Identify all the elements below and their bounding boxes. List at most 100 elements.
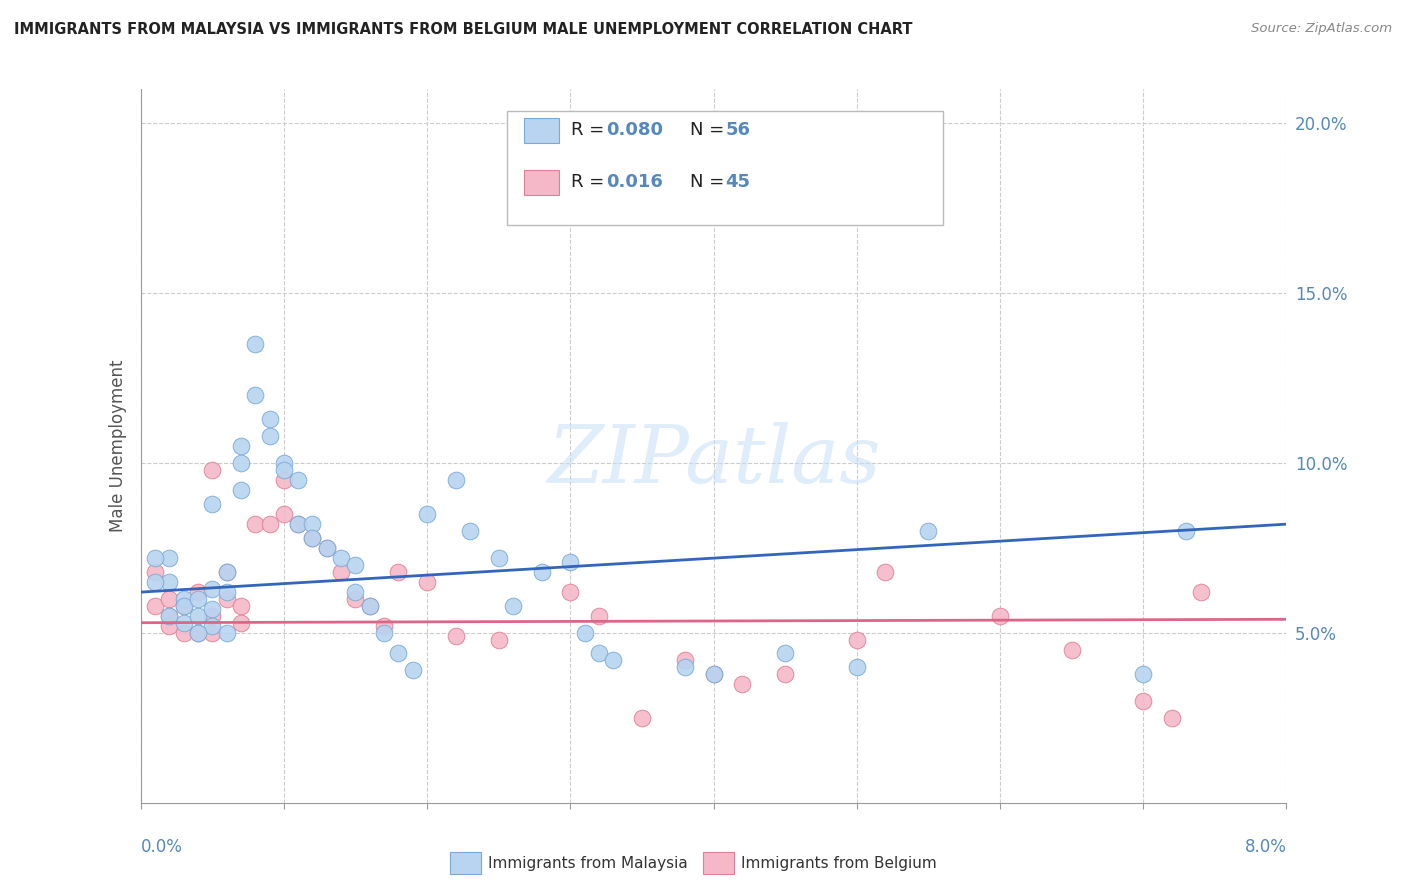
Point xyxy=(1175,524,1198,538)
Point xyxy=(488,551,510,566)
Point xyxy=(330,551,353,566)
Point xyxy=(344,558,367,572)
Text: N =: N = xyxy=(690,121,730,139)
Point xyxy=(458,524,481,538)
Point xyxy=(373,626,395,640)
Point xyxy=(1160,711,1182,725)
Point xyxy=(187,585,209,599)
Text: R =: R = xyxy=(571,173,610,191)
Point xyxy=(301,517,323,532)
Point xyxy=(988,608,1011,623)
Point xyxy=(273,507,295,521)
Point xyxy=(530,565,553,579)
Text: IMMIGRANTS FROM MALAYSIA VS IMMIGRANTS FROM BELGIUM MALE UNEMPLOYMENT CORRELATIO: IMMIGRANTS FROM MALAYSIA VS IMMIGRANTS F… xyxy=(14,22,912,37)
Point xyxy=(315,541,337,555)
Point xyxy=(387,565,409,579)
Text: 8.0%: 8.0% xyxy=(1244,838,1286,856)
Point xyxy=(1132,666,1154,681)
Point xyxy=(157,608,180,623)
Point xyxy=(143,574,166,589)
Point xyxy=(344,585,367,599)
Point xyxy=(416,574,439,589)
Point xyxy=(143,551,166,566)
Point xyxy=(157,619,180,633)
Point xyxy=(287,517,309,532)
Point xyxy=(201,619,224,633)
Point xyxy=(560,585,582,599)
Point xyxy=(201,497,224,511)
Point xyxy=(215,591,238,606)
Point xyxy=(245,517,267,532)
Point xyxy=(359,599,381,613)
Point xyxy=(875,565,897,579)
Point xyxy=(845,660,868,674)
Point xyxy=(602,653,624,667)
Point xyxy=(259,517,281,532)
Text: 0.016: 0.016 xyxy=(606,173,662,191)
Point xyxy=(173,599,195,613)
Point xyxy=(187,626,209,640)
Point xyxy=(673,660,696,674)
Point xyxy=(1132,694,1154,708)
Point xyxy=(229,456,252,470)
Text: 56: 56 xyxy=(725,121,751,139)
Text: N =: N = xyxy=(690,173,730,191)
Point xyxy=(631,711,654,725)
Text: 0.080: 0.080 xyxy=(606,121,662,139)
Point xyxy=(273,456,295,470)
Text: Immigrants from Belgium: Immigrants from Belgium xyxy=(741,856,936,871)
Point xyxy=(187,626,209,640)
Point xyxy=(215,565,238,579)
Point xyxy=(344,591,367,606)
Point xyxy=(229,615,252,630)
Point xyxy=(215,565,238,579)
Point xyxy=(201,582,224,596)
Point xyxy=(359,599,381,613)
Point xyxy=(416,507,439,521)
Text: R =: R = xyxy=(571,121,610,139)
Point xyxy=(444,629,467,643)
Point xyxy=(560,555,582,569)
Point xyxy=(402,663,425,677)
Point xyxy=(315,541,337,555)
Point xyxy=(229,483,252,498)
Point xyxy=(173,626,195,640)
Point xyxy=(488,632,510,647)
Point xyxy=(301,531,323,545)
Point xyxy=(773,646,796,660)
Point xyxy=(187,591,209,606)
Point xyxy=(201,602,224,616)
Point xyxy=(502,599,524,613)
Point xyxy=(731,677,754,691)
Point xyxy=(287,473,309,487)
Text: 45: 45 xyxy=(725,173,751,191)
Point xyxy=(229,439,252,453)
Point xyxy=(201,626,224,640)
Point xyxy=(245,337,267,351)
Point xyxy=(157,608,180,623)
Point xyxy=(173,615,195,630)
Text: ZIPatlas: ZIPatlas xyxy=(547,422,880,499)
Text: Immigrants from Malaysia: Immigrants from Malaysia xyxy=(488,856,688,871)
Point xyxy=(229,599,252,613)
Point xyxy=(574,626,596,640)
Point xyxy=(588,608,610,623)
Point xyxy=(157,574,180,589)
Point xyxy=(330,565,353,579)
Point xyxy=(173,599,195,613)
Point xyxy=(702,666,725,681)
Point xyxy=(259,429,281,443)
Point xyxy=(702,666,725,681)
Point xyxy=(301,531,323,545)
Point xyxy=(287,517,309,532)
Point xyxy=(215,626,238,640)
Point xyxy=(215,585,238,599)
Point xyxy=(273,463,295,477)
Point xyxy=(143,565,166,579)
Point xyxy=(187,608,209,623)
Point xyxy=(373,619,395,633)
Point xyxy=(773,666,796,681)
Point xyxy=(588,646,610,660)
Point xyxy=(157,591,180,606)
Text: Source: ZipAtlas.com: Source: ZipAtlas.com xyxy=(1251,22,1392,36)
